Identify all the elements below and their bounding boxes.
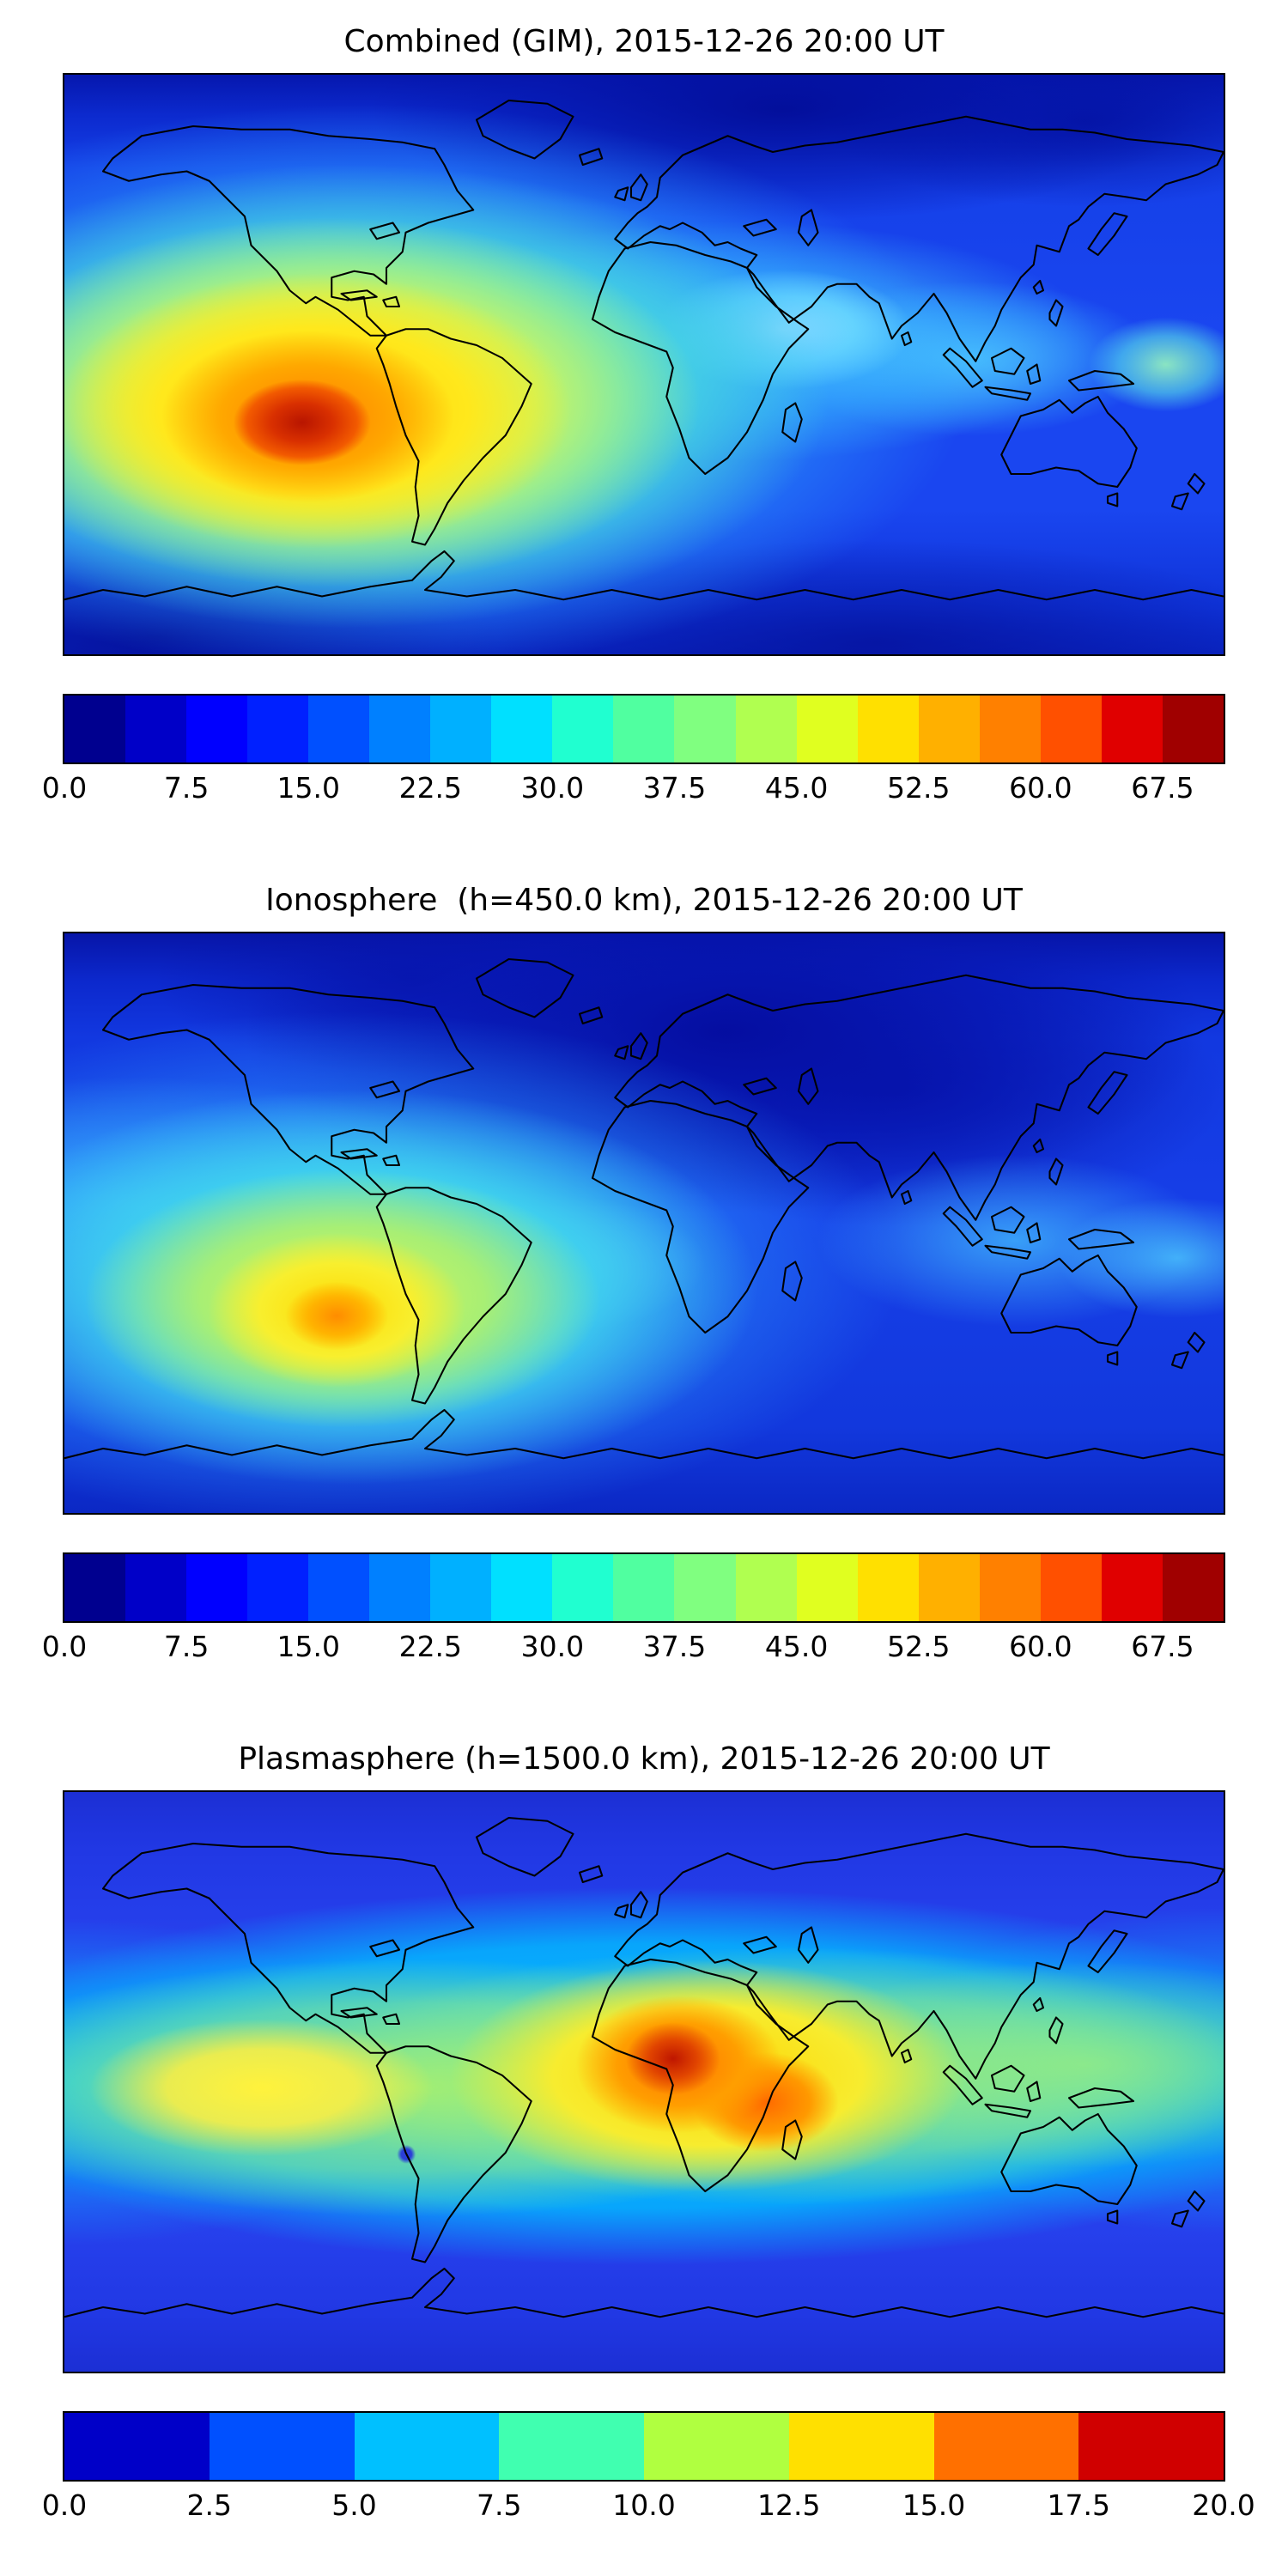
colorbar-tick-label: 20.0 — [1192, 2488, 1255, 2522]
colorbar-segment — [857, 1554, 919, 1621]
colorbar-segment — [613, 696, 675, 762]
panel-combined: Combined (GIM), 2015-12-26 20:00 UT 0.0 7… — [0, 0, 1288, 859]
colorbar-segment — [125, 1554, 187, 1621]
colorbar-segment — [64, 2413, 210, 2480]
colorbar-tick-label: 0.0 — [41, 1630, 88, 1663]
colorbar-segment — [308, 1554, 370, 1621]
colorbar-segment — [491, 696, 553, 762]
map-combined-tec — [63, 73, 1225, 656]
colorbar-tick-label: 17.5 — [1047, 2488, 1110, 2522]
colorbar-tick-label: 15.0 — [902, 2488, 966, 2522]
colorbar-segment — [1101, 1554, 1163, 1621]
colorbar-segment — [64, 1554, 126, 1621]
colorbar-tick-label: 10.0 — [612, 2488, 676, 2522]
colorbar-segment — [796, 1554, 858, 1621]
colorbar-segment — [1162, 1554, 1224, 1621]
colorbar-segment — [735, 1554, 797, 1621]
colorbar-segment — [125, 696, 187, 762]
colorbar-segment — [1162, 696, 1224, 762]
colorbar-tick-label: 7.5 — [477, 2488, 522, 2522]
colorbar-segment — [430, 696, 492, 762]
colorbar-segment — [354, 2413, 500, 2480]
colorbar-plasmasphere-ticks: 0.0 2.5 5.0 7.5 10.0 12.5 15.0 17.5 20.0 — [42, 2488, 1255, 2530]
colorbar-segment — [1101, 696, 1163, 762]
colorbar-segment — [209, 2413, 355, 2480]
colorbar-segment — [796, 696, 858, 762]
colorbar-tick-label: 60.0 — [1009, 771, 1072, 805]
panel-ionosphere: Ionosphere (h=450.0 km), 2015-12-26 20:0… — [0, 859, 1288, 1717]
colorbar-tick-label: 15.0 — [276, 771, 340, 805]
colorbar-tick-label: 5.0 — [331, 2488, 377, 2522]
panel-combined-title: Combined (GIM), 2015-12-26 20:00 UT — [343, 24, 945, 59]
colorbar-segment — [552, 696, 614, 762]
colorbar-segment — [918, 696, 980, 762]
colorbar-tick-label: 52.5 — [886, 1630, 951, 1663]
colorbar-segment — [788, 2413, 934, 2480]
panel-ionosphere-title: Ionosphere (h=450.0 km), 2015-12-26 20:0… — [265, 883, 1023, 918]
colorbar-tick-label: 22.5 — [398, 1630, 463, 1663]
colorbar-segment — [979, 1554, 1041, 1621]
colorbar-segment — [674, 1554, 736, 1621]
colorbar-tick-label: 0.0 — [41, 2488, 88, 2522]
colorbar-segment — [499, 2413, 644, 2480]
panel-plasmasphere-title: Plasmasphere (h=1500.0 km), 2015-12-26 2… — [238, 1741, 1050, 1777]
map-plasmasphere-tec — [63, 1790, 1225, 2373]
coastlines — [64, 99, 1224, 601]
colorbar-tick-label: 67.5 — [1131, 1630, 1194, 1663]
colorbar-tick-label: 30.0 — [520, 1630, 585, 1663]
colorbar-tick-label: 7.5 — [163, 771, 210, 805]
colorbar-tick-label: 15.0 — [276, 1630, 340, 1663]
colorbar-tick-label: 67.5 — [1131, 771, 1194, 805]
colorbar-segment — [1040, 1554, 1102, 1621]
colorbar-segment — [644, 2413, 789, 2480]
coastlines — [64, 957, 1224, 1460]
colorbar-segment — [491, 1554, 553, 1621]
colorbar-segment — [369, 1554, 431, 1621]
colorbar-tick-label: 0.0 — [41, 771, 88, 805]
colorbar-segment — [369, 696, 431, 762]
colorbar-tick-label: 45.0 — [764, 771, 829, 805]
colorbar-segment — [1078, 2413, 1224, 2480]
coastlines — [64, 1816, 1224, 2318]
colorbar-combined — [63, 694, 1225, 764]
colorbar-tick-label: 12.5 — [757, 2488, 821, 2522]
colorbar-segment — [979, 696, 1041, 762]
colorbar-segment — [857, 696, 919, 762]
colorbar-segment — [186, 696, 248, 762]
colorbar-segment — [674, 696, 736, 762]
colorbar-tick-label: 30.0 — [520, 771, 585, 805]
colorbar-tick-label: 45.0 — [764, 1630, 829, 1663]
panel-plasmasphere: Plasmasphere (h=1500.0 km), 2015-12-26 2… — [0, 1717, 1288, 2576]
colorbar-tick-label: 60.0 — [1009, 1630, 1072, 1663]
colorbar-combined-ticks: 0.0 7.5 15.0 22.5 30.0 37.5 45.0 52.5 60.0 67.5 — [42, 771, 1224, 812]
colorbar-segment — [247, 696, 309, 762]
colorbar-segment — [1040, 696, 1102, 762]
colorbar-segment — [918, 1554, 980, 1621]
colorbar-plasmasphere — [63, 2411, 1225, 2482]
colorbar-segment — [613, 1554, 675, 1621]
colorbar-segment — [186, 1554, 248, 1621]
colorbar-tick-label: 37.5 — [642, 1630, 707, 1663]
colorbar-segment — [933, 2413, 1079, 2480]
colorbar-ionosphere-ticks: 0.0 7.5 15.0 22.5 30.0 37.5 45.0 52.5 60.0 67.5 — [42, 1630, 1224, 1671]
colorbar-tick-label: 37.5 — [642, 771, 707, 805]
colorbar-ionosphere — [63, 1552, 1225, 1623]
colorbar-segment — [308, 696, 370, 762]
colorbar-tick-label: 2.5 — [186, 2488, 232, 2522]
colorbar-segment — [552, 1554, 614, 1621]
map-ionosphere-tec — [63, 932, 1225, 1515]
colorbar-tick-label: 52.5 — [886, 771, 951, 805]
colorbar-segment — [430, 1554, 492, 1621]
colorbar-tick-label: 7.5 — [163, 1630, 210, 1663]
colorbar-segment — [735, 696, 797, 762]
colorbar-segment — [247, 1554, 309, 1621]
colorbar-tick-label: 22.5 — [398, 771, 463, 805]
colorbar-segment — [64, 696, 126, 762]
